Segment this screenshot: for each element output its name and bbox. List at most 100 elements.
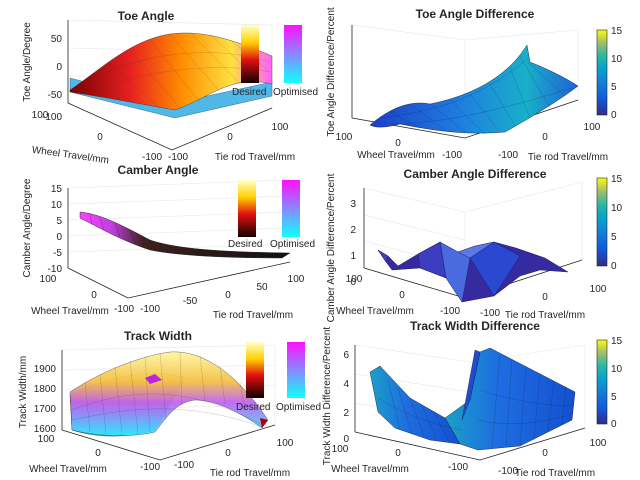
y-axis-label: Tie rod Travel/mm [210, 468, 290, 479]
surface-desired [69, 351, 269, 436]
z-tick: 2 [350, 225, 356, 236]
y-ticks: -100 0 100 [498, 438, 607, 477]
z-tick: -10 [48, 264, 63, 275]
x-tick: -100 [442, 150, 462, 161]
z-tick: 5 [56, 216, 62, 227]
y-tick: 0 [542, 132, 548, 143]
x-tick: 0 [399, 290, 405, 301]
chart-title: Toe Angle Difference [416, 7, 535, 21]
y-tick: 100 [590, 438, 607, 449]
x-tick: -100 [440, 306, 460, 317]
z-tick: 1 [350, 251, 356, 262]
y-ticks: -100 0 100 [480, 284, 607, 319]
y-tick: 100 [277, 438, 294, 449]
x-axis-label: Wheel Travel/mm [336, 306, 414, 317]
x-tick: 100 [40, 274, 57, 285]
legend: Desired Optimised [232, 25, 318, 98]
colorbar-tick: 15 [611, 174, 623, 185]
z-tick: 6 [343, 350, 349, 361]
z-tick: 0 [350, 277, 356, 288]
z-ticks: 15 10 5 0 -5 -10 [48, 184, 63, 275]
x-tick: 100 [346, 274, 363, 285]
z-axis-label: Track Width Difference/Percent [322, 327, 333, 466]
colorbar-tick: 10 [611, 54, 623, 65]
legend-swatch-optimised [287, 342, 305, 398]
z-tick: 1900 [34, 364, 57, 375]
z-axis-label: Toe Angle/Degree [22, 22, 33, 102]
y-axis-label: Tie rod Travel/mm [213, 310, 293, 321]
chart-title: Camber Angle [118, 163, 199, 177]
panel-track-width-difference: Track Width Difference [322, 319, 623, 479]
y-tick: 0 [542, 292, 548, 303]
y-tick: 50 [256, 282, 268, 293]
y-tick: -100 [480, 308, 500, 319]
z-tick: 10 [51, 200, 63, 211]
x-ticks: 100 0 -100 [32, 110, 163, 163]
x-axis-label: Wheel Travel/mm [31, 145, 110, 167]
y-tick: -50 [183, 296, 198, 307]
legend-label-optimised: Optimised [273, 87, 318, 98]
z-ticks: 1900 1800 1700 1600 [34, 364, 57, 435]
x-ticks: 100 0 -100 [38, 434, 161, 473]
chart-title: Camber Angle Difference [404, 167, 547, 181]
x-axis-label: Wheel Travel/mm [29, 464, 107, 475]
x-tick: -100 [140, 462, 160, 473]
legend-label-optimised: Optimised [270, 239, 315, 250]
chart-title: Track Width Difference [410, 319, 540, 333]
colorbar-tick: 0 [611, 419, 617, 430]
x-tick: 0 [95, 448, 101, 459]
y-ticks: -100 0 100 [498, 122, 601, 161]
x-ticks: 100 0 -100 [332, 444, 469, 473]
y-tick: 0 [225, 448, 231, 459]
colorbar-tick: 0 [611, 110, 617, 121]
x-tick: 0 [395, 138, 401, 149]
colorbar: 15 10 5 0 [596, 174, 623, 272]
z-tick: -5 [53, 248, 62, 259]
x-axis-label: Wheel Travel/mm [31, 306, 109, 317]
panel-toe-angle-difference: Toe Angle Difference Toe Angle Differenc… [326, 7, 623, 163]
legend: Desired Optimised [228, 180, 315, 250]
x-tick: 0 [395, 448, 401, 459]
x-tick: 100 [32, 110, 49, 121]
x-ticks: 100 0 -100 [336, 132, 463, 161]
x-tick: 100 [336, 132, 353, 143]
z-tick: 1800 [34, 384, 57, 395]
y-tick: 100 [288, 274, 305, 285]
colorbar: 15 10 5 0 [596, 26, 623, 121]
z-tick: 0 [56, 62, 62, 73]
z-tick: 1700 [34, 404, 57, 415]
x-axis-label: Wheel Travel/mm [357, 150, 435, 161]
y-tick: -100 [174, 460, 194, 471]
z-ticks: 3 2 1 0 [350, 199, 356, 288]
panel-camber-angle-difference: Camber Angle Difference Camber Angle Dif… [326, 167, 623, 322]
y-axis-label: Tie rod Travel/mm [528, 152, 608, 163]
legend-swatch-desired [241, 25, 259, 83]
y-tick: 100 [272, 122, 289, 133]
z-ticks: 6 4 2 0 [343, 350, 349, 445]
z-tick: 0 [56, 232, 62, 243]
colorbar-tick: 10 [611, 364, 623, 375]
z-tick: 50 [51, 34, 63, 45]
colorbar-tick: 5 [611, 392, 617, 403]
y-tick: -100 [168, 152, 188, 163]
legend-label-optimised: Optimised [276, 402, 321, 413]
z-tick: -100 [42, 112, 62, 123]
surface-desired [79, 211, 291, 259]
legend-label-desired: Desired [228, 239, 262, 250]
y-ticks: -100 0 100 [168, 122, 289, 163]
y-tick: 0 [227, 132, 233, 143]
x-tick: -100 [114, 304, 134, 315]
x-tick: 0 [97, 132, 103, 143]
x-tick: 0 [91, 290, 97, 301]
colorbar: 15 10 5 0 [596, 336, 623, 430]
x-tick: 100 [332, 444, 349, 455]
colorbar-tick: 10 [611, 203, 623, 214]
surface-difference [377, 241, 569, 303]
y-tick: 0 [225, 290, 231, 301]
y-axis-label: Tie rod Travel/mm [505, 310, 585, 321]
chart-title: Toe Angle [118, 9, 175, 23]
panel-toe-angle: Toe Angle Toe Angle/Degree 50 [22, 9, 318, 166]
y-tick: -100 [140, 304, 160, 315]
x-ticks: 100 0 -100 [40, 274, 135, 315]
